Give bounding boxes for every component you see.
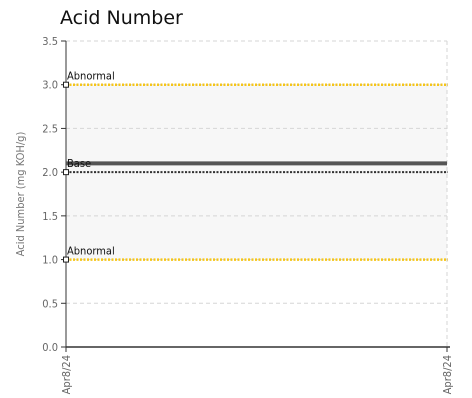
- axis-layer: 0.0 0.5 1.0 1.5 2.0 2.5 3.0 3.5 Apr8/24 Apr8/24: [42, 35, 454, 394]
- reference-label-0: Abnormal: [67, 70, 115, 83]
- y-tick-label: 1.0: [42, 254, 58, 267]
- y-tick-label: 0.5: [42, 297, 58, 310]
- reference-line-layer: Abnormal Base Abnormal: [63, 70, 448, 263]
- x-tick-label: Apr8/24: [60, 355, 73, 394]
- reference-label-2: Abnormal: [67, 245, 115, 258]
- reference-marker-0: [63, 81, 69, 88]
- y-tick-label: 0.0: [42, 341, 58, 354]
- reference-marker-2: [63, 256, 69, 263]
- y-tick-label: 1.5: [42, 210, 58, 223]
- chart-title: Acid Number: [60, 7, 183, 29]
- y-tick-label: 3.5: [42, 35, 58, 48]
- y-tick-label: 3.0: [42, 79, 58, 92]
- y-tick-label: 2.5: [42, 122, 58, 135]
- y-axis-title: Acid Number (mg KOH/g): [14, 132, 27, 257]
- x-tick-label: Apr8/24: [441, 355, 454, 394]
- y-tick-label: 2.0: [42, 166, 58, 179]
- reference-marker-1: [63, 169, 69, 176]
- reference-label-1: Base: [67, 157, 91, 170]
